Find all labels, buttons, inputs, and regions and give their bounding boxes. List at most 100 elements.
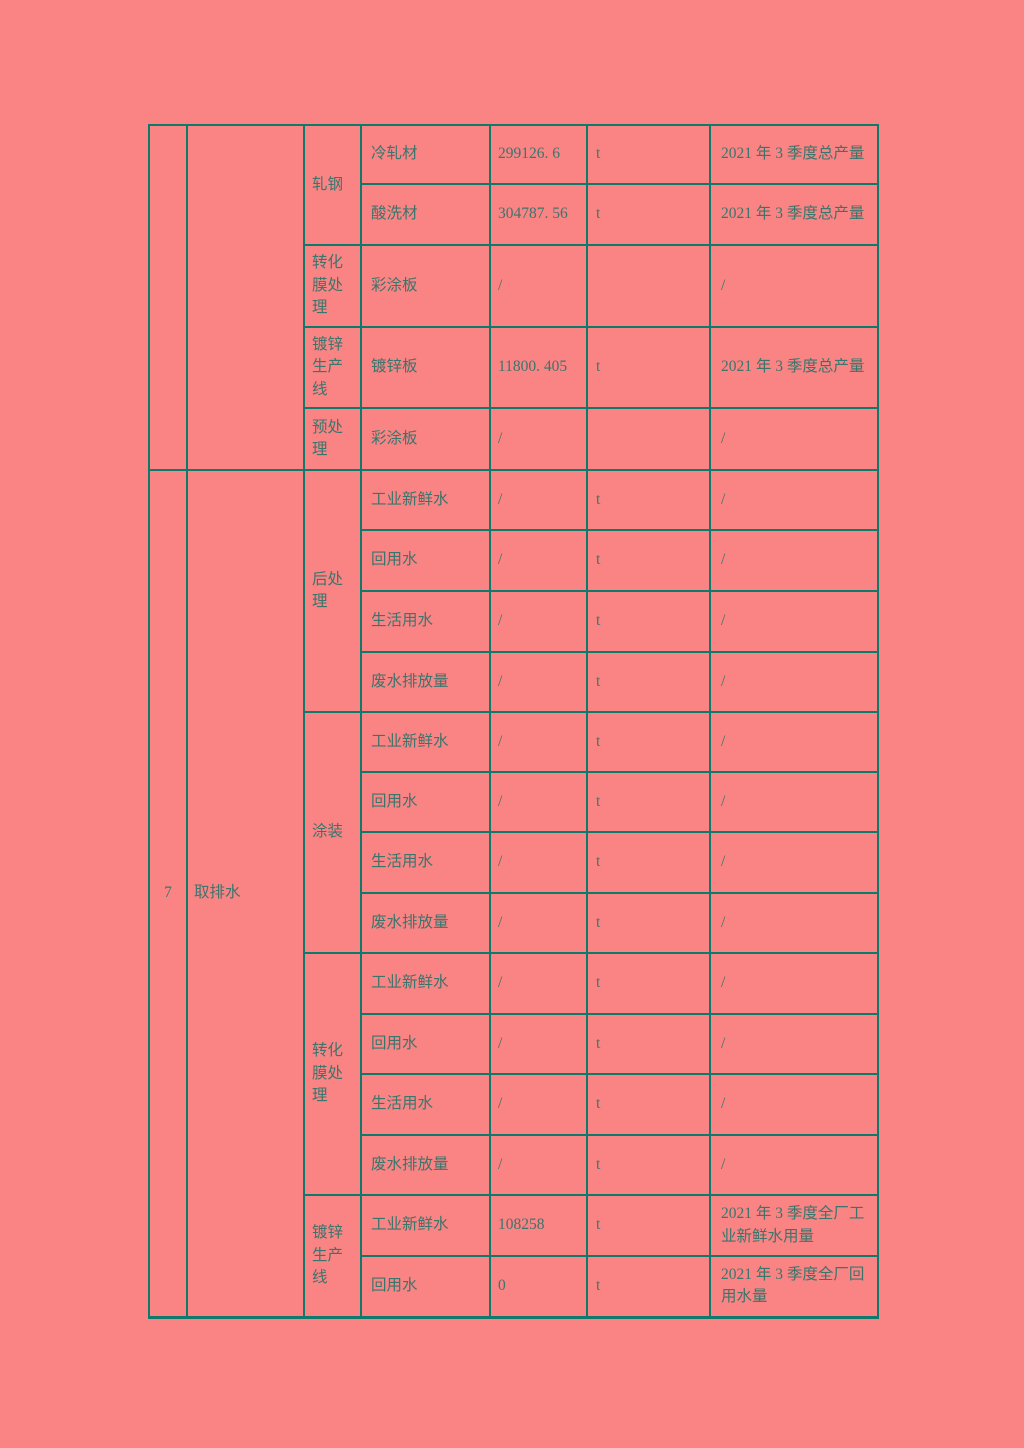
table-row: 回用水 0 t 2021 年 3 季度全厂回用水量	[149, 1255, 879, 1318]
cell-unit	[586, 244, 711, 328]
cell-value: /	[489, 244, 588, 328]
cell-note: /	[709, 1134, 879, 1196]
table-row: 生活用水 / t /	[149, 831, 879, 894]
group-label-cell: 涂装	[303, 711, 362, 954]
category-cell: 取排水	[186, 469, 305, 1318]
cell-unit: t	[586, 1013, 711, 1075]
cell-value: /	[489, 1134, 588, 1196]
table-row: 回用水 / t /	[149, 771, 879, 833]
cell-unit: t	[586, 590, 711, 653]
cell-unit: t	[586, 183, 711, 246]
cell-note: /	[709, 590, 879, 653]
cell-note: /	[709, 529, 879, 592]
group-label-cell: 镀锌生产线	[303, 1194, 362, 1318]
cell-unit: t	[586, 1073, 711, 1136]
cell-item: 生活用水	[360, 590, 491, 653]
cell-note: /	[709, 407, 879, 471]
cell-item: 工业新鲜水	[360, 711, 491, 773]
cell-value: /	[489, 651, 588, 713]
cell-item: 冷轧材	[360, 124, 491, 185]
cell-note: /	[709, 244, 879, 328]
cell-note: 2021 年 3 季度总产量	[709, 326, 879, 409]
cell-note: /	[709, 711, 879, 773]
cell-item: 回用水	[360, 1013, 491, 1075]
group-label-cell: 转化膜处理	[303, 244, 362, 328]
cell-item: 回用水	[360, 529, 491, 592]
table-row: 预处理 彩涂板 / /	[149, 407, 879, 471]
cell-item: 工业新鲜水	[360, 1194, 491, 1257]
cell-item: 镀锌板	[360, 326, 491, 409]
cell-item: 彩涂板	[360, 407, 491, 471]
table-row: 转化膜处理 工业新鲜水 / t /	[149, 952, 879, 1196]
cell-value: 11800. 405	[489, 326, 588, 409]
cell-note: 2021 年 3 季度总产量	[709, 124, 879, 185]
cell-value: /	[489, 529, 588, 592]
table-row: 生活用水 / t /	[149, 1073, 879, 1136]
cell-note: /	[709, 952, 879, 1015]
table-row: 生活用水 / t /	[149, 590, 879, 653]
water-production-table: 轧钢 冷轧材 299126. 6 t 2021 年 3 季度总产量 酸洗材 30…	[148, 124, 879, 1319]
cell-unit: t	[586, 892, 711, 954]
cell-unit: t	[586, 771, 711, 833]
cell-unit: t	[586, 124, 711, 185]
cell-item: 彩涂板	[360, 244, 491, 328]
group-label-cell: 后处理	[303, 469, 362, 713]
cell-value: /	[489, 590, 588, 653]
table-row: 废水排放量 / t /	[149, 892, 879, 954]
table-row: 废水排放量 / t /	[149, 651, 879, 713]
cell-value: 304787. 56	[489, 183, 588, 246]
table-row: 涂装 工业新鲜水 / t /	[149, 711, 879, 954]
cell-note: 2021 年 3 季度总产量	[709, 183, 879, 246]
row-number-cell: 7	[148, 469, 188, 1318]
table-row: 回用水 / t /	[149, 1013, 879, 1075]
cell-value: /	[489, 407, 588, 471]
table-row: 镀锌生产线 工业新鲜水 108258 t 2021 年 3 季度全厂工业新鲜水用…	[149, 1194, 879, 1318]
table-row: 转化膜处理 彩涂板 / /	[149, 244, 879, 328]
cell-item: 废水排放量	[360, 651, 491, 713]
cell-unit	[586, 407, 711, 471]
cell-note: /	[709, 892, 879, 954]
group-label-cell: 轧钢	[303, 124, 362, 246]
cell-note: /	[709, 831, 879, 894]
table-row: 镀锌生产线 镀锌板 11800. 405 t 2021 年 3 季度总产量	[149, 326, 879, 409]
cell-note: /	[709, 651, 879, 713]
cell-item: 酸洗材	[360, 183, 491, 246]
cell-value: /	[489, 469, 588, 531]
cell-item: 废水排放量	[360, 892, 491, 954]
cell-item: 生活用水	[360, 831, 491, 894]
cell-unit: t	[586, 651, 711, 713]
cell-item: 工业新鲜水	[360, 952, 491, 1015]
cell-note: /	[709, 1073, 879, 1136]
table-row: 7 取排水 后处理 工业新鲜水 / t /	[148, 469, 879, 1318]
cell-value: 299126. 6	[489, 124, 588, 185]
cell-value: /	[489, 831, 588, 894]
cell-note: /	[709, 771, 879, 833]
cell-value: /	[489, 1073, 588, 1136]
cell-value: /	[489, 711, 588, 773]
cell-value: 108258	[489, 1194, 588, 1257]
cell-unit: t	[586, 1255, 711, 1318]
cell-note: /	[709, 469, 879, 531]
cell-item: 回用水	[360, 771, 491, 833]
cell-unit: t	[586, 831, 711, 894]
cell-unit: t	[586, 529, 711, 592]
group-label-cell: 预处理	[303, 407, 362, 471]
cell-value: /	[489, 771, 588, 833]
group-label-cell: 镀锌生产线	[303, 326, 362, 409]
table-row: 回用水 / t /	[149, 529, 879, 592]
cell-unit: t	[586, 1194, 711, 1257]
cell-unit: t	[586, 469, 711, 531]
group-label-cell: 转化膜处理	[303, 952, 362, 1196]
cell-item: 工业新鲜水	[360, 469, 491, 531]
cell-item: 回用水	[360, 1255, 491, 1318]
row-number-cell-carryover	[148, 124, 188, 471]
cell-value: /	[489, 1013, 588, 1075]
cell-unit: t	[586, 711, 711, 773]
table-row: 轧钢 冷轧材 299126. 6 t 2021 年 3 季度总产量	[148, 124, 879, 471]
cell-item: 废水排放量	[360, 1134, 491, 1196]
cell-item: 生活用水	[360, 1073, 491, 1136]
cell-value: /	[489, 952, 588, 1015]
cell-value: 0	[489, 1255, 588, 1318]
table-row: 废水排放量 / t /	[149, 1134, 879, 1196]
